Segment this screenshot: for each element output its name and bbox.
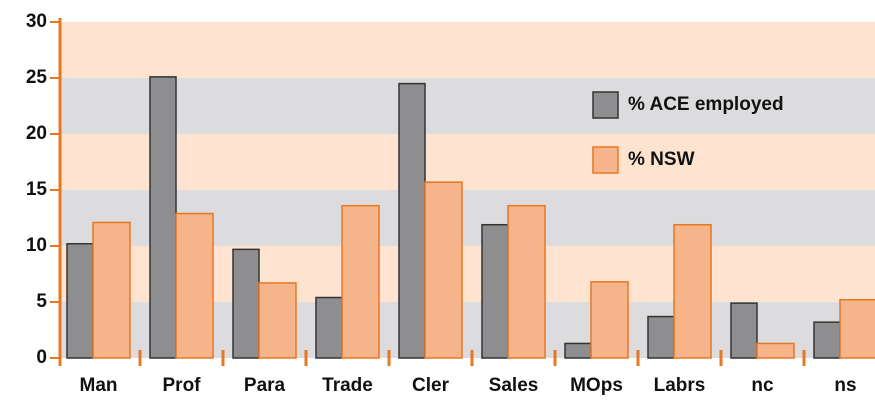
grid-band: [60, 78, 875, 134]
x-tick-label: nc: [751, 375, 774, 396]
grid-band: [60, 22, 875, 78]
y-tick-label: 5: [36, 291, 47, 312]
legend-label: % NSW: [628, 149, 695, 170]
x-tick-label: Prof: [163, 375, 202, 396]
legend-swatch: [592, 91, 619, 119]
y-tick-label: 10: [26, 235, 47, 256]
grid-band: [60, 134, 875, 190]
x-tick-label: ns: [834, 375, 856, 396]
x-tick-label: Cler: [412, 375, 450, 396]
bar: [149, 76, 177, 359]
y-tick-label: 25: [26, 67, 48, 88]
bar: [590, 281, 629, 359]
bar: [341, 204, 380, 359]
bar: [175, 212, 214, 359]
x-tick-label: Man: [80, 375, 118, 396]
bar: [232, 248, 260, 359]
y-tick-label: 15: [26, 179, 48, 200]
legend-swatch: [592, 146, 619, 174]
x-tick-label: Sales: [489, 375, 539, 396]
bar: [481, 223, 509, 359]
bar: [564, 342, 592, 359]
bar: [839, 299, 875, 359]
bar: [92, 221, 131, 359]
bar: [647, 315, 675, 359]
x-tick-label: Trade: [322, 375, 373, 396]
bar: [673, 223, 712, 359]
bar: [424, 181, 463, 359]
bar: [730, 302, 758, 359]
y-tick-label: 0: [36, 347, 47, 368]
bar: [756, 342, 795, 359]
bar: [507, 204, 546, 359]
x-tick-label: Labrs: [654, 375, 706, 396]
y-tick-label: 20: [26, 123, 47, 144]
y-tick-label: 30: [26, 11, 47, 32]
x-tick-label: Para: [244, 375, 286, 396]
bar: [315, 296, 343, 359]
bar: [398, 82, 426, 359]
x-tick-label: MOps: [570, 375, 623, 396]
bar: [66, 243, 94, 359]
bar: [813, 321, 841, 359]
bar: [258, 282, 297, 359]
legend-label: % ACE employed: [628, 94, 784, 115]
